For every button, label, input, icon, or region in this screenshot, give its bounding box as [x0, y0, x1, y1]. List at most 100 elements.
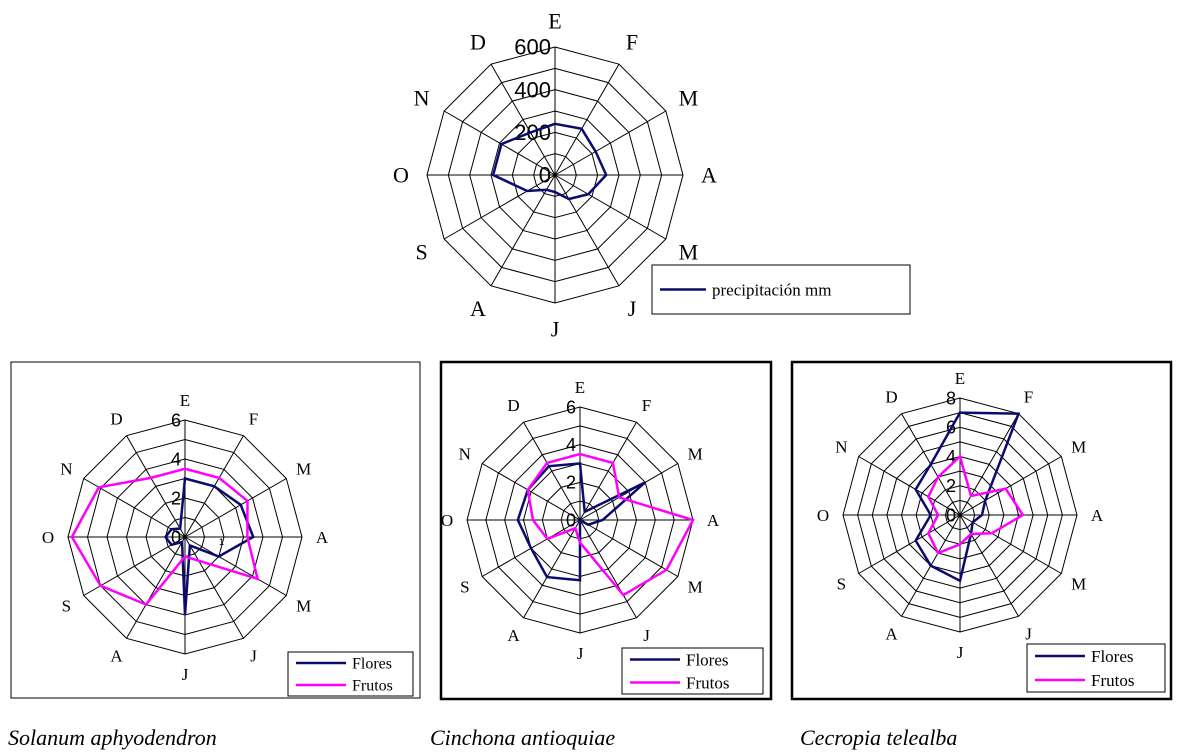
- grid-spoke: [126, 435, 186, 538]
- radial-tick-label: 0: [171, 527, 181, 547]
- month-label: F: [249, 409, 258, 428]
- legend-label: Frutos: [1091, 671, 1134, 690]
- month-label: O: [441, 511, 453, 530]
- grid-spoke: [579, 421, 637, 521]
- legend-label: Flores: [686, 650, 729, 669]
- radial-tick-label: 0: [566, 510, 576, 530]
- month-label: N: [60, 459, 72, 478]
- month-label: J: [577, 644, 584, 663]
- radar-chart-2: 0 2 4 6E F M A M J J A S O N D Flores Frutos: [439, 360, 773, 701]
- radial-tick-label: 4: [946, 447, 956, 467]
- radial-tick-label: 1: [219, 537, 224, 547]
- grid-spoke: [858, 456, 961, 516]
- grid-spoke: [184, 536, 244, 639]
- grid-spoke: [481, 463, 581, 521]
- month-label: D: [470, 29, 486, 54]
- grid-spoke: [858, 514, 961, 574]
- grid-spoke: [184, 536, 287, 596]
- radial-tick-label: 6: [171, 410, 181, 430]
- radial-tick-label: 600: [514, 35, 551, 60]
- month-label: O: [42, 528, 54, 547]
- legend-box: [287, 651, 414, 697]
- month-label: A: [470, 296, 486, 321]
- month-label: O: [393, 163, 409, 188]
- month-label: A: [1091, 506, 1104, 525]
- chart-frame: [439, 360, 773, 701]
- species-label-cecropia: Cecropia telealba: [800, 725, 958, 750]
- radial-tick-label: 0: [946, 505, 956, 525]
- grid-spoke: [83, 478, 186, 538]
- month-label: A: [110, 647, 123, 666]
- grid-spoke: [554, 110, 667, 176]
- month-label: F: [642, 396, 651, 415]
- grid-spoke: [443, 174, 556, 240]
- month-label: M: [688, 444, 703, 463]
- month-label: E: [955, 369, 965, 388]
- month-label: J: [250, 647, 257, 666]
- grid-spoke: [523, 519, 581, 619]
- month-label: J: [628, 296, 637, 321]
- month-label: J: [1025, 625, 1032, 644]
- month-label: E: [548, 9, 561, 34]
- series-line-flores: [914, 411, 1021, 583]
- month-label: A: [885, 625, 898, 644]
- species-label-solanum: Solanum aphyodendron: [8, 725, 217, 750]
- month-label: M: [1071, 574, 1086, 593]
- grid-spoke: [490, 63, 556, 176]
- chart-frame: [790, 360, 1173, 701]
- month-label: J: [643, 626, 650, 645]
- month-label: M: [296, 459, 311, 478]
- legend-label: Flores: [1091, 647, 1134, 666]
- grid-spoke: [959, 413, 1019, 516]
- radial-tick-label: 2: [566, 473, 576, 493]
- month-label: S: [62, 596, 71, 615]
- legend-label: Frutos: [686, 673, 729, 692]
- grid-spoke: [184, 478, 287, 538]
- series-line-frutos: [70, 467, 260, 607]
- series-line-precipitaci-n-mm: [491, 122, 608, 201]
- month-label: S: [460, 577, 469, 596]
- radial-tick-label: 400: [514, 77, 551, 102]
- month-label: E: [575, 378, 585, 397]
- month-label: A: [316, 528, 329, 547]
- month-label: E: [180, 391, 190, 410]
- month-label: M: [679, 240, 699, 265]
- month-label: M: [679, 86, 699, 111]
- grid-spoke: [579, 519, 679, 577]
- species-label-cinchona: Cinchona antioquiae: [430, 725, 616, 750]
- legend-label: precipitación mm: [712, 280, 831, 299]
- month-label: A: [701, 163, 717, 188]
- radial-tick-label: 4: [566, 435, 576, 455]
- grid-spoke: [126, 536, 186, 639]
- grid-spoke: [554, 174, 667, 240]
- legend-label: Flores: [352, 656, 392, 673]
- series-line-flores: [163, 476, 255, 616]
- grid-spoke: [490, 174, 556, 287]
- chart-frame: [10, 361, 421, 699]
- legend-box: [1026, 643, 1166, 693]
- month-label: S: [837, 574, 846, 593]
- series-line-frutos: [526, 452, 695, 597]
- radial-tick-label: 0: [539, 163, 551, 188]
- grid-spoke: [959, 456, 1062, 516]
- month-label: A: [507, 626, 520, 645]
- radar-chart-1: 0 2 4 6 1 E F M A M J J A S O N D Flores Frutos: [10, 361, 421, 699]
- radial-tick-label: 4: [171, 449, 181, 469]
- radial-tick-label: 2: [171, 488, 181, 508]
- radial-tick-label: 8: [946, 388, 956, 408]
- legend-box: [621, 647, 764, 695]
- month-label: O: [817, 506, 829, 525]
- month-label: F: [626, 29, 638, 54]
- grid-spoke: [523, 421, 581, 521]
- series-line-flores: [516, 462, 647, 582]
- month-label: D: [110, 409, 122, 428]
- month-label: M: [688, 577, 703, 596]
- month-label: M: [1071, 437, 1086, 456]
- month-label: J: [957, 643, 964, 662]
- grid-spoke: [959, 514, 1062, 574]
- radial-tick-label: 6: [566, 397, 576, 417]
- month-label: M: [296, 596, 311, 615]
